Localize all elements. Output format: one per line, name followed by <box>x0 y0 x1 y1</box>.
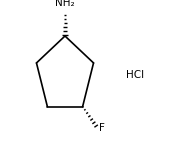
Text: HCl: HCl <box>127 70 145 80</box>
Text: NH₂: NH₂ <box>55 0 75 8</box>
Text: F: F <box>99 123 105 133</box>
